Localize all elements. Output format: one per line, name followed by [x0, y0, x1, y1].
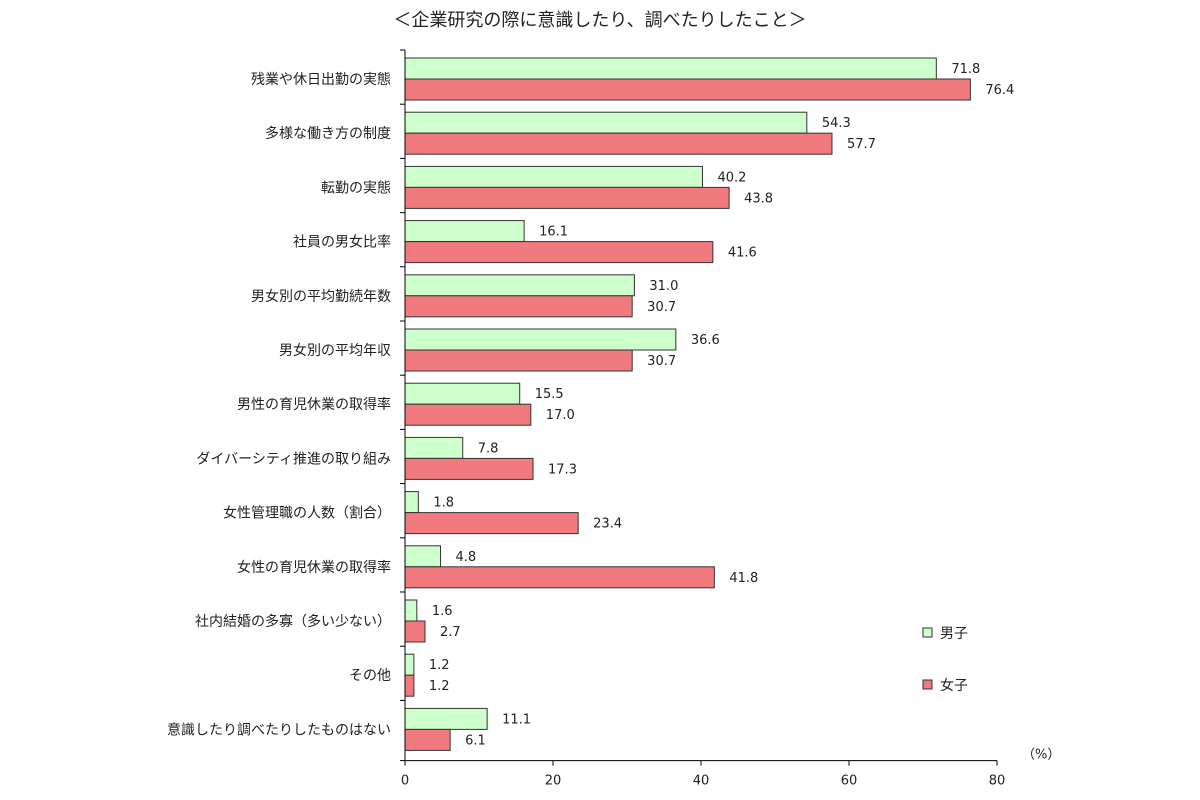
- category-label: 男女別の平均年収: [279, 342, 391, 359]
- bar-female: [404, 241, 714, 264]
- category-label: 意識したり調べたりしたものはない: [167, 721, 391, 738]
- data-label: 4.8: [456, 550, 477, 565]
- bar-male: [404, 220, 525, 243]
- category-label: 残業や休日出勤の実態: [251, 72, 391, 88]
- data-label: 43.8: [744, 191, 773, 206]
- category-label: 女性の育児休業の取得率: [237, 559, 391, 576]
- bar-male: [404, 491, 419, 514]
- bar-female: [404, 132, 833, 155]
- legend-swatch: [922, 627, 933, 638]
- data-label: 16.1: [539, 225, 568, 240]
- data-label: 36.6: [691, 333, 720, 348]
- data-label: 71.8: [951, 62, 980, 77]
- bar-female: [404, 186, 730, 209]
- legend-label: 女子: [940, 677, 968, 694]
- bar-male: [404, 436, 464, 459]
- bar-female: [404, 566, 715, 589]
- unit-label: （%）: [1022, 748, 1060, 763]
- data-label: 57.7: [847, 137, 876, 152]
- data-label: 15.5: [535, 387, 564, 402]
- bar-male: [404, 707, 488, 730]
- x-tick-label: 40: [693, 774, 710, 789]
- data-label: 11.1: [502, 712, 531, 727]
- data-label: 30.7: [647, 300, 676, 315]
- category-label: ダイバーシティ推進の取り組み: [196, 451, 391, 467]
- data-label: 17.3: [548, 462, 577, 477]
- x-tick-label: 80: [989, 774, 1006, 789]
- bar-female: [404, 512, 579, 535]
- data-label: 31.0: [649, 279, 678, 294]
- data-label: 7.8: [478, 441, 499, 456]
- bar-male: [404, 57, 937, 80]
- bar-male: [404, 111, 808, 134]
- data-label: 6.1: [465, 733, 486, 748]
- x-tick-label: 20: [545, 774, 562, 789]
- chart-title: ＜企業研究の際に意識したり、調べたりしたこと＞: [393, 10, 807, 31]
- category-label: その他: [349, 668, 391, 684]
- category-label: 社内結婚の多寡（多い少ない）: [195, 613, 391, 630]
- bar-female: [404, 620, 426, 643]
- data-label: 40.2: [717, 170, 746, 185]
- data-label: 41.6: [728, 246, 757, 261]
- data-label: 1.8: [433, 496, 454, 511]
- bar-female: [404, 295, 633, 318]
- data-label: 41.8: [729, 571, 758, 586]
- legend-label: 男子: [940, 626, 968, 642]
- data-label: 23.4: [593, 517, 622, 532]
- data-label: 1.6: [432, 604, 453, 619]
- bar-male: [404, 382, 521, 405]
- category-label: 社員の男女比率: [293, 234, 391, 251]
- bar-male: [404, 653, 415, 676]
- category-label: 男女別の平均勤続年数: [251, 288, 391, 305]
- bar-male: [404, 274, 635, 297]
- data-label: 1.2: [429, 658, 450, 673]
- data-label: 17.0: [546, 408, 575, 423]
- bar-female: [404, 349, 633, 372]
- bar-female: [404, 78, 971, 101]
- x-tick-label: 0: [401, 774, 409, 789]
- category-label: 女性管理職の人数（割合）: [223, 505, 391, 522]
- category-label: 多様な働き方の制度: [265, 125, 391, 142]
- bar-male: [404, 599, 418, 622]
- data-label: 30.7: [647, 354, 676, 369]
- data-label: 2.7: [440, 625, 461, 640]
- bar-female: [404, 728, 451, 751]
- data-label: 54.3: [822, 116, 851, 131]
- data-label: 76.4: [985, 83, 1014, 98]
- data-label: 1.2: [429, 679, 450, 694]
- category-label: 転勤の実態: [321, 180, 391, 196]
- bar-female: [404, 674, 415, 697]
- bar-male: [404, 328, 677, 351]
- category-label: 男性の育児休業の取得率: [237, 396, 391, 413]
- legend-swatch: [922, 679, 933, 690]
- bar-male: [404, 545, 442, 568]
- bar-female: [404, 403, 532, 426]
- bar-male: [404, 165, 703, 188]
- x-tick-label: 60: [841, 774, 858, 789]
- bar-female: [404, 457, 534, 480]
